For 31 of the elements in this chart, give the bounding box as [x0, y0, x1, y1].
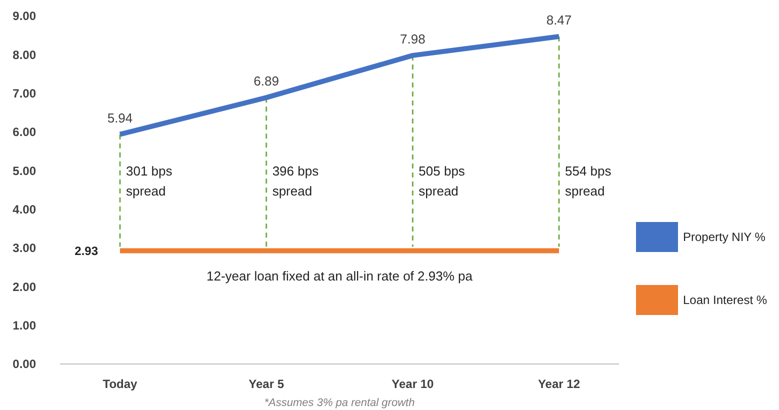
- text: *Assumes 3% pa rental growth: [264, 397, 415, 409]
- data-label: 8.47: [546, 12, 572, 28]
- data-label: 6.89: [254, 74, 279, 89]
- y-tick-label: 3.00: [12, 241, 36, 256]
- y-tick-label: 0.00: [12, 357, 36, 372]
- text: Property NIY %: [683, 230, 766, 244]
- x-tick-label: Year 5: [248, 377, 284, 391]
- annotation: 396 bps spread: [272, 164, 320, 199]
- annotation: 12-year loan fixed at an all-in rate of 2.93% pa: [206, 268, 474, 284]
- y-tick-label: 7.00: [12, 86, 36, 101]
- data-label: 7.98: [400, 31, 426, 46]
- text: Loan Interest %: [683, 293, 768, 308]
- annotation: 505 bps spread: [418, 164, 466, 199]
- annotation: 554 bps spread: [565, 164, 612, 199]
- data-label: 2.93: [74, 244, 98, 258]
- y-tick-label: 4.00: [12, 202, 36, 217]
- spread-callout: 554 bps spread: [558, 36, 612, 247]
- spread-callout: 301 bps spread: [119, 134, 172, 247]
- x-tick-label: Year 12: [538, 377, 580, 391]
- y-tick-label: 9.00: [12, 9, 36, 24]
- x-tick-label: Year 10: [392, 377, 434, 391]
- annotation: 301 bps spread: [126, 164, 173, 199]
- data-label: 5.94: [107, 110, 133, 126]
- y-tick-label: 8.00: [12, 48, 36, 62]
- x-tick-label: Today: [102, 377, 138, 391]
- spread-callout: 505 bps spread: [412, 55, 465, 247]
- y-tick-label: 2.00: [12, 280, 36, 294]
- y-tick-label: 1.00: [12, 318, 36, 333]
- y-tick-label: 5.00: [12, 164, 36, 178]
- spread-callout: 396 bps spread: [266, 98, 319, 247]
- y-tick-label: 6.00: [12, 125, 36, 140]
